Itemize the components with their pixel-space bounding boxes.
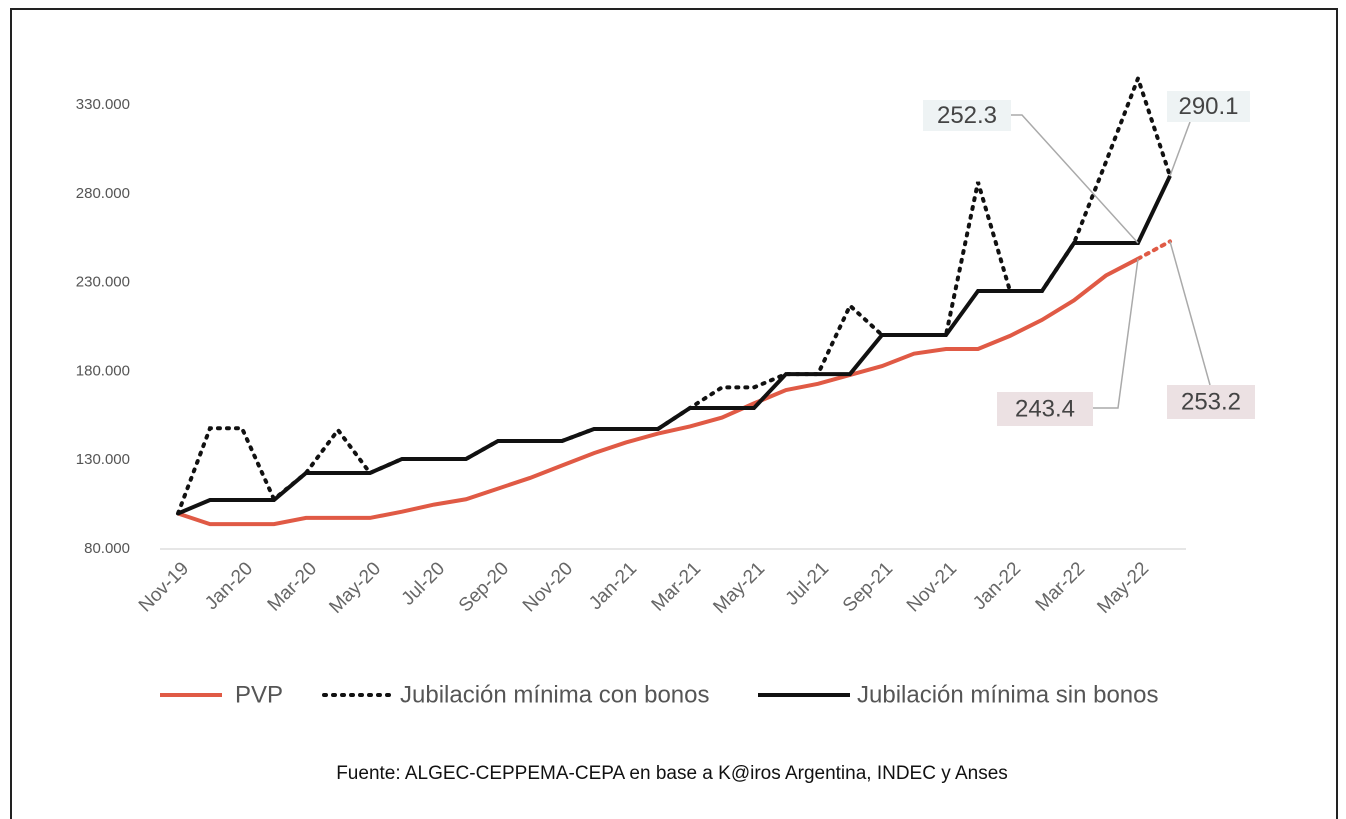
x-tick-label: May-20	[325, 558, 385, 618]
annotation: 252.3	[937, 102, 997, 129]
annotation: 253.2	[1181, 388, 1241, 415]
x-tick-label: Sep-21	[839, 558, 897, 616]
annotation: 243.4	[1015, 395, 1075, 422]
x-tick-label: Jul-21	[782, 558, 833, 609]
x-tick-label: Nov-21	[903, 558, 961, 616]
x-tick-label: Nov-20	[519, 558, 577, 616]
x-tick-label: Mar-21	[648, 558, 705, 615]
annotation-box	[997, 392, 1093, 426]
y-tick-label: 80.000	[84, 540, 130, 557]
annotation-box	[923, 100, 1011, 131]
annotation: 290.1	[1178, 93, 1238, 120]
legend-label: Jubilación mínima sin bonos	[857, 681, 1159, 708]
x-tick-label: May-21	[709, 558, 769, 618]
annotation-box	[1167, 91, 1250, 122]
series-line	[177, 175, 1172, 516]
source: Fuente: ALGEC-CEPPEMA-CEPA en base a K@i…	[336, 763, 1008, 784]
annotation-leader	[1169, 121, 1191, 177]
x-tick-label: Mar-22	[1032, 558, 1089, 615]
legend-label: PVP	[235, 681, 283, 708]
x-tick-label: Jul-20	[398, 558, 449, 609]
annotation-leader	[1169, 241, 1211, 386]
y-tick-label: 330.000	[76, 96, 130, 113]
x-tick-label: May-22	[1093, 558, 1153, 618]
series-line	[176, 72, 1172, 516]
annotation-box	[1167, 385, 1255, 419]
x-tick-label: Sep-20	[455, 558, 513, 616]
x-tick-label: Jan-22	[969, 558, 1025, 614]
series-line	[1136, 239, 1172, 261]
x-tick-label: Jan-20	[201, 558, 257, 614]
y-tick-label: 280.000	[76, 185, 130, 202]
legend-label: Jubilación mínima con bonos	[400, 681, 710, 708]
y-tick-label: 180.000	[76, 362, 130, 379]
x-tick-label: Mar-20	[264, 558, 321, 615]
y-tick-label: 130.000	[76, 451, 130, 468]
annotation-leader	[1011, 114, 1139, 244]
frame	[10, 8, 1338, 819]
x-tick-label: Nov-19	[135, 558, 193, 616]
x-tick-label: Jan-21	[585, 558, 641, 614]
annotation-leader	[1093, 258, 1139, 409]
y-tick-label: 230.000	[76, 274, 130, 291]
series-line	[177, 257, 1139, 527]
